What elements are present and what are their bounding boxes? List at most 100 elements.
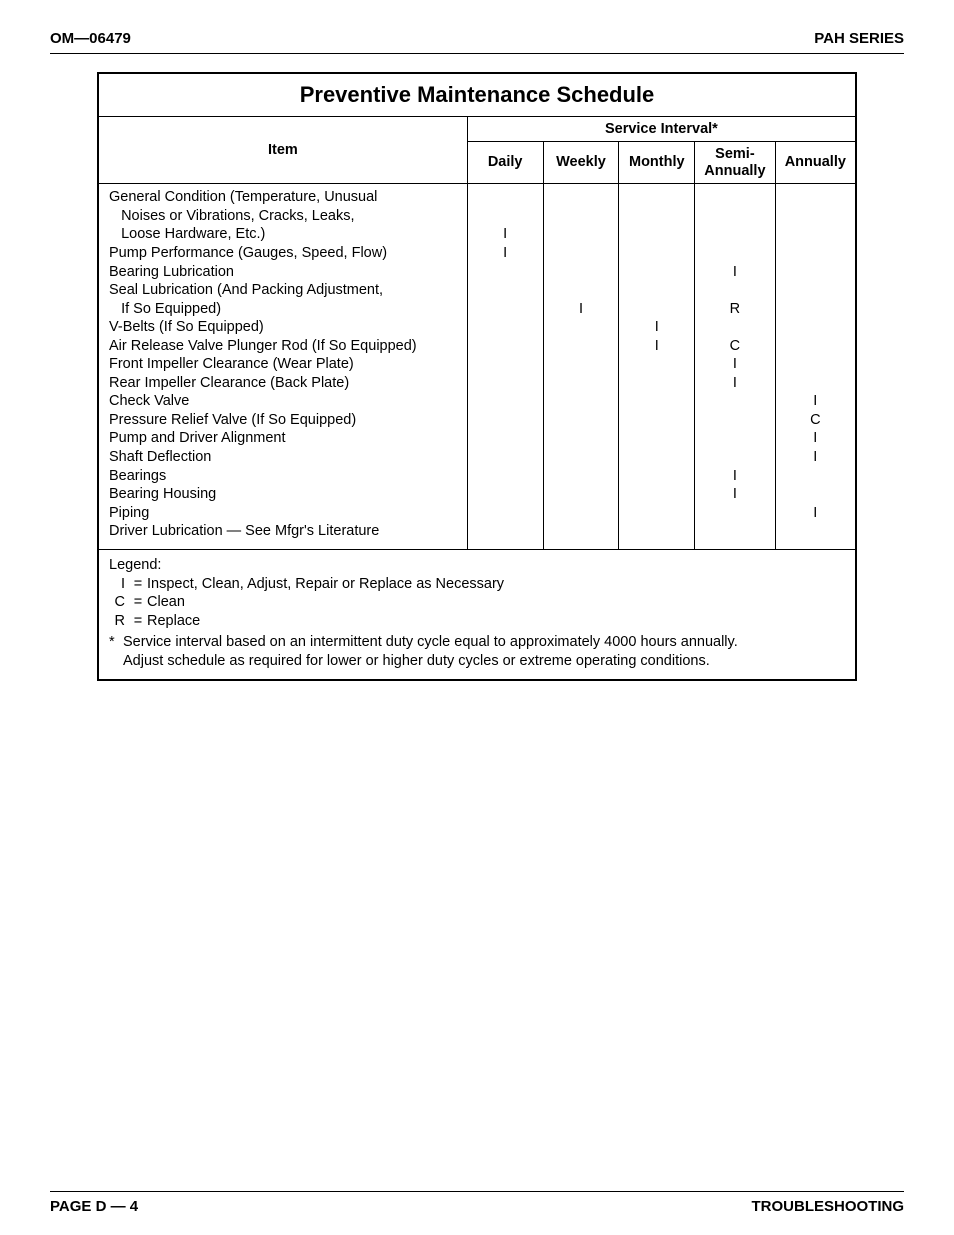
col-header-interval: Semi-Annually — [695, 142, 775, 184]
legend-symbol: R — [109, 612, 129, 631]
interval-mark: I — [701, 263, 768, 282]
interval-mark — [701, 244, 768, 263]
interval-mark — [550, 504, 613, 523]
interval-mark — [782, 263, 849, 282]
item-line: V-Belts (If So Equipped) — [109, 318, 461, 337]
interval-mark — [550, 318, 613, 337]
interval-mark: I — [474, 244, 537, 263]
legend-entries: I=Inspect, Clean, Adjust, Repair or Repl… — [109, 575, 845, 632]
item-line: Rear Impeller Clearance (Back Plate) — [109, 374, 461, 393]
item-line: Seal Lubrication (And Packing Adjustment… — [109, 281, 461, 300]
legend-note-symbol: * — [109, 633, 123, 671]
interval-mark — [782, 374, 849, 393]
col-header-item: Item — [99, 117, 467, 184]
table-data-row: General Condition (Temperature, Unusual … — [99, 184, 855, 549]
table-title: Preventive Maintenance Schedule — [99, 74, 855, 117]
interval-mark — [625, 448, 688, 467]
interval-mark — [625, 392, 688, 411]
interval-mark — [474, 392, 537, 411]
item-line: Pressure Relief Valve (If So Equipped) — [109, 411, 461, 430]
item-line: Driver Lubrication — See Mfgr's Literatu… — [109, 522, 461, 541]
legend-note-line: Adjust schedule as required for lower or… — [123, 652, 845, 671]
interval-mark — [701, 392, 768, 411]
interval-mark — [701, 504, 768, 523]
interval-mark — [550, 448, 613, 467]
legend-equals: = — [129, 575, 147, 594]
footer-rule — [50, 1191, 904, 1192]
interval-mark — [701, 448, 768, 467]
interval-mark — [625, 281, 688, 300]
legend-note-line: Service interval based on an intermitten… — [123, 633, 845, 652]
interval-mark — [474, 207, 537, 226]
table-body: General Condition (Temperature, Unusual … — [99, 184, 855, 679]
interval-mark — [701, 281, 768, 300]
interval-mark — [701, 207, 768, 226]
col-header-interval: Weekly — [543, 142, 619, 184]
interval-mark — [550, 467, 613, 486]
item-line: Bearing Housing — [109, 485, 461, 504]
item-line: Check Valve — [109, 392, 461, 411]
page-header: OM—06479 PAH SERIES — [50, 30, 904, 51]
interval-cell-daily: II — [467, 184, 543, 549]
interval-mark — [625, 411, 688, 430]
maintenance-table-wrap: Preventive Maintenance Schedule Item Ser… — [97, 72, 857, 681]
interval-mark: I — [701, 485, 768, 504]
interval-mark — [701, 411, 768, 430]
interval-mark — [701, 225, 768, 244]
interval-mark: I — [625, 337, 688, 356]
interval-mark — [550, 522, 613, 541]
interval-mark — [550, 281, 613, 300]
item-line: Noises or Vibrations, Cracks, Leaks, — [109, 207, 461, 226]
interval-mark — [474, 300, 537, 319]
interval-mark — [782, 522, 849, 541]
series-label: PAH SERIES — [814, 30, 904, 47]
interval-mark — [474, 429, 537, 448]
item-line: Shaft Deflection — [109, 448, 461, 467]
interval-mark — [550, 337, 613, 356]
interval-cell-weekly: I — [543, 184, 619, 549]
table-head: Item Service Interval* DailyWeeklyMonthl… — [99, 117, 855, 184]
legend-equals: = — [129, 612, 147, 631]
interval-mark — [782, 318, 849, 337]
legend-note-text: Service interval based on an intermitten… — [123, 633, 845, 671]
interval-mark — [625, 429, 688, 448]
legend-symbol: C — [109, 593, 129, 612]
interval-cell-monthly: II — [619, 184, 695, 549]
legend-title: Legend: — [109, 556, 845, 575]
interval-cell-annually: ICII I — [775, 184, 855, 549]
interval-mark — [550, 392, 613, 411]
interval-cell-semi-annually: I R CII II — [695, 184, 775, 549]
items-cell: General Condition (Temperature, Unusual … — [99, 184, 467, 549]
interval-mark — [625, 485, 688, 504]
interval-mark — [474, 411, 537, 430]
interval-mark — [625, 244, 688, 263]
interval-mark — [474, 374, 537, 393]
interval-mark — [782, 467, 849, 486]
item-line: Bearing Lubrication — [109, 263, 461, 282]
interval-mark — [474, 355, 537, 374]
interval-mark — [474, 485, 537, 504]
interval-mark — [550, 225, 613, 244]
interval-mark — [782, 355, 849, 374]
interval-mark — [625, 300, 688, 319]
legend-symbol: I — [109, 575, 129, 594]
interval-mark — [474, 448, 537, 467]
legend-cell: Legend: I=Inspect, Clean, Adjust, Repair… — [99, 549, 855, 679]
interval-mark — [782, 337, 849, 356]
interval-mark: I — [782, 448, 849, 467]
interval-mark: I — [782, 392, 849, 411]
page-spacer — [50, 681, 904, 1191]
item-line: Loose Hardware, Etc.) — [109, 225, 461, 244]
legend-text: Inspect, Clean, Adjust, Repair or Replac… — [147, 575, 845, 594]
item-line: If So Equipped) — [109, 300, 461, 319]
col-header-interval: Monthly — [619, 142, 695, 184]
legend-entry: I=Inspect, Clean, Adjust, Repair or Repl… — [109, 575, 845, 594]
interval-mark — [701, 318, 768, 337]
interval-mark — [625, 374, 688, 393]
doc-id: OM—06479 — [50, 30, 131, 47]
interval-mark — [474, 263, 537, 282]
interval-mark — [550, 263, 613, 282]
interval-mark — [550, 411, 613, 430]
section-label: TROUBLESHOOTING — [752, 1198, 905, 1215]
interval-mark — [474, 522, 537, 541]
